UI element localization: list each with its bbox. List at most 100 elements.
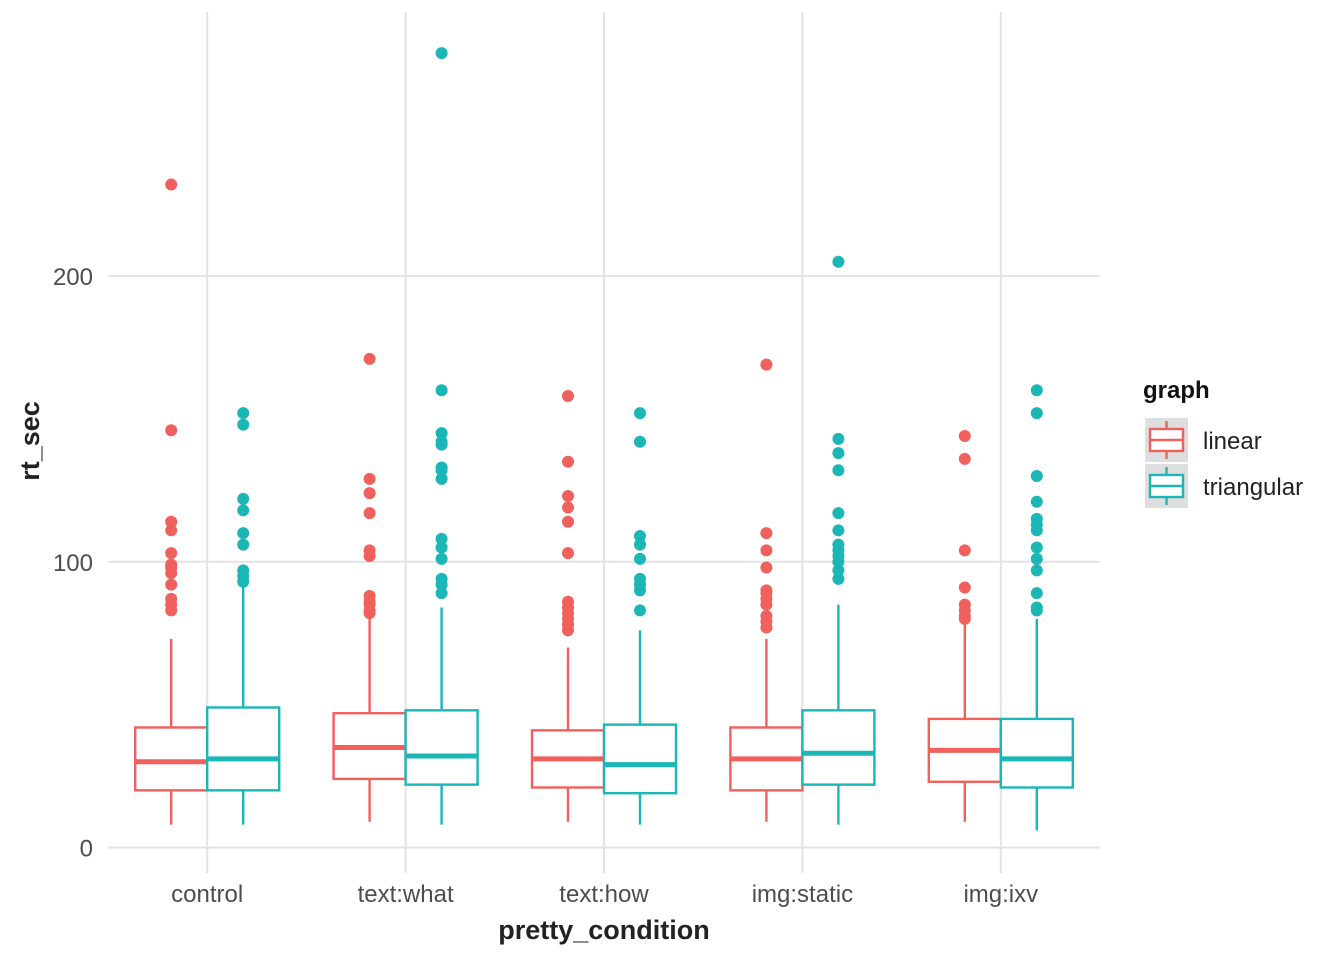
outlier-point <box>435 572 448 585</box>
outlier-point <box>435 541 448 554</box>
outlier-point <box>165 558 178 571</box>
legend-key-triangular <box>1145 464 1188 508</box>
outlier-point <box>1030 587 1043 600</box>
outlier-point <box>832 464 845 477</box>
outlier-point <box>435 532 448 545</box>
outlier-point <box>237 418 250 431</box>
outlier-point <box>958 581 971 594</box>
x-tick-label: text:how <box>559 881 649 908</box>
outlier-point <box>634 435 646 448</box>
box-linear <box>927 430 1002 822</box>
axis-layer: 0 100 200 control text:what text:how img:stati… <box>53 264 1038 908</box>
outlier-point <box>363 544 376 557</box>
outlier-point <box>435 435 448 448</box>
outlier-point <box>1030 470 1043 483</box>
x-tick-label: img:static <box>752 881 853 908</box>
outlier-point <box>237 504 250 517</box>
box-linear <box>530 390 606 822</box>
y-tick-label: 0 <box>80 836 93 863</box>
outlier-point <box>363 487 376 500</box>
outlier-point <box>832 255 845 268</box>
outlier-point <box>832 538 845 551</box>
outlier-point <box>1030 541 1043 554</box>
outlier-point <box>760 561 773 574</box>
legend-label: triangular <box>1203 474 1303 501</box>
outlier-point <box>165 578 178 591</box>
outlier-point <box>1030 552 1043 565</box>
outlier-point <box>363 507 376 520</box>
outlier-point <box>165 547 178 560</box>
outlier-point <box>435 427 448 440</box>
outlier-point <box>832 432 845 445</box>
legend: graph linear triangular <box>1143 377 1303 508</box>
outlier-point <box>237 527 250 540</box>
outlier-point <box>634 552 646 565</box>
outlier-point <box>562 455 574 468</box>
outlier-point <box>435 47 448 60</box>
outlier-point <box>363 352 376 365</box>
legend-label: linear <box>1203 428 1262 455</box>
outlier-point <box>634 407 646 420</box>
box-layer <box>133 47 1074 831</box>
outlier-point <box>435 461 448 474</box>
outlier-point <box>1030 564 1043 577</box>
outlier-point <box>237 538 250 551</box>
box-triangular <box>602 407 678 825</box>
outlier-point <box>562 595 574 608</box>
outlier-point <box>1030 512 1043 525</box>
outlier-point <box>760 544 773 557</box>
grid-layer <box>108 12 1100 873</box>
outlier-point <box>165 524 178 537</box>
y-tick-label: 100 <box>53 550 93 577</box>
outlier-point <box>760 610 773 623</box>
outlier-point <box>435 384 448 397</box>
outlier-point <box>832 507 845 520</box>
x-tick-label: img:ixv <box>963 881 1038 908</box>
legend-key-linear <box>1145 418 1188 462</box>
x-axis-title: pretty_condition <box>498 915 710 945</box>
box-iqr <box>133 726 209 792</box>
outlier-point <box>363 590 376 603</box>
x-tick-label: text:what <box>358 881 454 908</box>
y-tick-label: 200 <box>53 264 93 291</box>
outlier-point <box>832 447 845 460</box>
box-linear <box>332 352 407 822</box>
outlier-point <box>634 604 646 617</box>
box-triangular <box>404 47 479 825</box>
outlier-point <box>237 564 250 577</box>
legend-title: graph <box>1143 377 1210 404</box>
outlier-point <box>832 524 845 537</box>
outlier-point <box>165 424 178 437</box>
outlier-point <box>760 358 773 371</box>
y-axis-title: rt_sec <box>15 401 45 481</box>
outlier-point <box>165 178 178 191</box>
box-iqr <box>801 709 876 786</box>
outlier-point <box>562 390 574 403</box>
outlier-point <box>832 572 845 585</box>
box-triangular <box>205 407 281 825</box>
outlier-point <box>165 592 178 605</box>
outlier-point <box>1030 384 1043 397</box>
outlier-point <box>832 564 845 577</box>
outlier-point <box>958 452 971 465</box>
outlier-point <box>1030 407 1043 420</box>
box-iqr <box>999 717 1074 789</box>
outlier-point <box>562 501 574 514</box>
outlier-point <box>435 472 448 485</box>
outlier-point <box>760 527 773 540</box>
box-iqr <box>602 723 678 795</box>
outlier-point <box>958 598 971 611</box>
outlier-point <box>435 552 448 565</box>
outlier-point <box>562 515 574 528</box>
box-iqr <box>404 709 479 786</box>
outlier-point <box>562 490 574 503</box>
x-tick-label: control <box>171 881 243 908</box>
outlier-point <box>562 547 574 560</box>
box-triangular <box>999 384 1074 831</box>
outlier-point <box>237 492 250 505</box>
outlier-point <box>1030 601 1043 614</box>
outlier-point <box>1030 495 1043 508</box>
box-iqr <box>205 706 281 792</box>
outlier-point <box>634 530 646 543</box>
